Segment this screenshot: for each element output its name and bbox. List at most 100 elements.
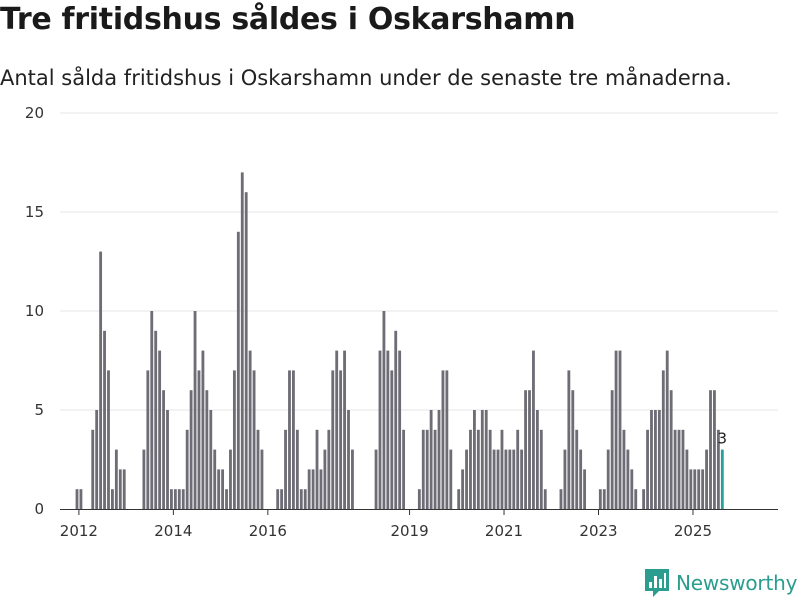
bar xyxy=(713,390,716,509)
bar xyxy=(449,449,453,509)
bar xyxy=(303,489,307,509)
bar xyxy=(225,489,228,509)
bar xyxy=(323,449,327,509)
newsworthy-logo-icon xyxy=(645,569,669,597)
bar xyxy=(469,429,472,509)
bar xyxy=(193,311,197,509)
bar xyxy=(480,410,484,509)
bar xyxy=(524,390,527,509)
data-label-latest: 3 xyxy=(718,430,728,448)
y-tick-label-5: 5 xyxy=(34,401,44,419)
bar xyxy=(709,390,712,509)
bar xyxy=(166,410,169,509)
bar xyxy=(701,469,705,509)
bar xyxy=(319,469,323,509)
bar xyxy=(665,350,669,509)
y-tick-label-20: 20 xyxy=(25,104,44,122)
bar xyxy=(197,370,201,509)
bar xyxy=(465,449,468,509)
bar xyxy=(311,469,315,509)
bar xyxy=(343,350,346,509)
bar xyxy=(209,410,213,509)
bar xyxy=(79,489,83,509)
bar xyxy=(457,489,461,509)
bar xyxy=(339,370,343,509)
bar xyxy=(642,489,646,509)
x-tick-label-2019: 2019 xyxy=(390,522,428,540)
bar xyxy=(634,489,638,509)
bar xyxy=(252,370,256,509)
bar xyxy=(606,449,610,509)
bar xyxy=(402,429,406,509)
bar xyxy=(398,350,402,509)
bar xyxy=(661,370,665,509)
bar xyxy=(429,410,433,509)
data-labels: 3 xyxy=(718,430,728,448)
bar xyxy=(646,429,649,509)
bar xyxy=(512,449,516,509)
y-tick-label-10: 10 xyxy=(25,302,44,320)
bar xyxy=(484,410,488,509)
bar xyxy=(327,429,331,509)
bar xyxy=(394,330,398,509)
x-tick-label-2016: 2016 xyxy=(249,522,287,540)
bar xyxy=(347,410,350,509)
bar xyxy=(295,429,299,509)
bar xyxy=(476,429,480,509)
bar xyxy=(91,429,95,509)
bar xyxy=(177,489,181,509)
bar xyxy=(181,489,185,509)
bar xyxy=(504,449,508,509)
bar xyxy=(563,449,567,509)
bar xyxy=(614,350,618,509)
bar xyxy=(378,350,382,509)
bar xyxy=(579,449,583,509)
bar xyxy=(610,390,614,509)
bar xyxy=(114,449,118,509)
chart-title: Tre fritidshus såldes i Oskarshamn xyxy=(0,2,576,37)
x-tick-label-2014: 2014 xyxy=(154,522,192,540)
bar xyxy=(559,489,563,509)
bar xyxy=(488,429,492,509)
bar xyxy=(299,489,303,509)
bar xyxy=(107,370,110,509)
x-tick-label-2012: 2012 xyxy=(60,522,98,540)
bar xyxy=(307,469,311,509)
y-axis-ticks: 0 5 10 15 20 xyxy=(25,104,44,518)
bar xyxy=(705,449,708,509)
bar xyxy=(103,330,106,509)
bar xyxy=(244,192,248,509)
bar xyxy=(473,410,476,509)
bar xyxy=(351,449,354,509)
bar xyxy=(437,410,441,509)
bar xyxy=(229,449,232,509)
bar xyxy=(716,429,720,509)
newsworthy-logo-text: Newsworthy xyxy=(676,571,798,595)
bar xyxy=(256,429,260,509)
bar xyxy=(236,231,240,510)
bar xyxy=(221,469,225,509)
bar xyxy=(425,429,429,509)
bar-series xyxy=(75,172,724,510)
bar xyxy=(276,489,280,509)
gridlines xyxy=(60,112,778,411)
bar xyxy=(520,449,524,509)
bar xyxy=(622,429,626,509)
bar xyxy=(248,350,252,509)
bar xyxy=(213,449,217,509)
bar xyxy=(516,429,520,509)
bar xyxy=(673,429,677,509)
bar xyxy=(173,489,177,509)
bar xyxy=(146,370,150,509)
bar xyxy=(386,350,390,509)
bar xyxy=(681,429,685,509)
bar xyxy=(492,449,496,509)
bar xyxy=(433,429,437,509)
bar xyxy=(288,370,291,509)
bar xyxy=(118,469,122,509)
bar xyxy=(626,449,630,509)
x-axis: 2012 2014 2016 2019 2021 2023 2025 xyxy=(60,509,778,540)
bar xyxy=(618,350,622,509)
bar xyxy=(217,469,221,509)
